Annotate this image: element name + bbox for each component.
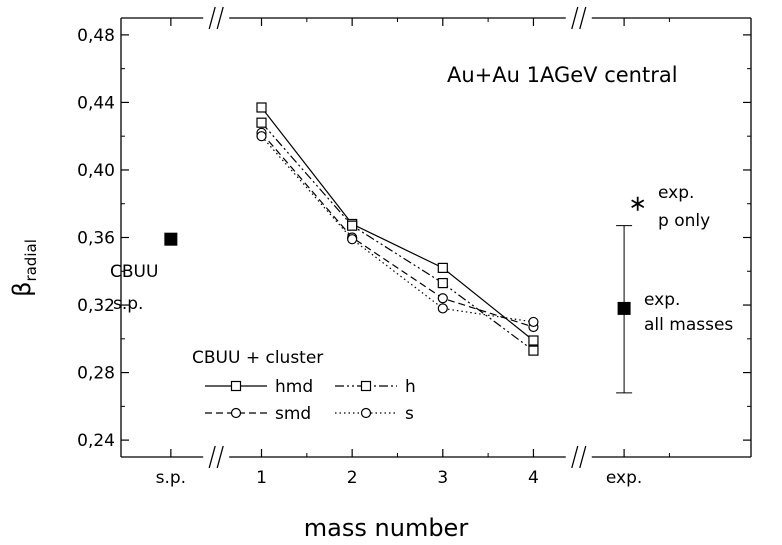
series-line-h: [261, 122, 534, 352]
y-tick-label: 0,40: [77, 161, 115, 181]
y-tick-label: 0,44: [77, 93, 115, 113]
series-line-s: [261, 135, 534, 323]
legend: hmd h smd s: [205, 377, 416, 424]
series-point-s: [437, 303, 448, 314]
y-axis-title-main: β: [8, 282, 36, 297]
data-point-2: [617, 301, 631, 315]
series-line-hmd: [261, 107, 534, 341]
x-tick-label: 1: [256, 468, 267, 488]
series-point-hmd: [437, 262, 448, 273]
series-point-smd: [437, 293, 448, 304]
series-point-hmd: [256, 102, 267, 113]
series-line-smd: [261, 132, 534, 328]
exp-p-label-line2: p only: [658, 211, 710, 231]
axis-break-mark-2-top: [571, 6, 587, 30]
legend-marker-s: [360, 407, 372, 419]
data-point-1: [164, 232, 178, 246]
series-point-h: [528, 345, 539, 356]
plot-area: 0,24 0,28 0,32 0,36 0,40 0,44 0,48 s.p. 1 2 3 4 exp.: [77, 6, 752, 488]
y-tick-label: 0,48: [77, 26, 115, 46]
y-tick-label: 0,36: [77, 229, 115, 249]
y-tick-label: 0,24: [77, 431, 115, 451]
axis-break-mark-2-bottom: [571, 445, 587, 469]
series-point-hmd: [528, 335, 539, 346]
x-tick-label: 2: [347, 468, 358, 488]
exp-all-label-line2: all masses: [644, 315, 733, 335]
legend-marker-h: [360, 380, 372, 392]
series-point-s: [256, 131, 267, 142]
x-axis-title: mass number: [304, 514, 469, 542]
legend-title: CBUU + cluster: [192, 348, 323, 368]
y-axis-title-sub: radial: [22, 239, 40, 281]
legend-marker-hmd: [230, 380, 242, 392]
exp-all-label-line1: exp.: [644, 290, 680, 310]
legend-label-smd: smd: [275, 404, 311, 424]
series-point-s: [528, 316, 539, 328]
cbuu-label-line1: CBUU: [110, 262, 158, 282]
axis-break-mark-1-top: [208, 6, 224, 30]
series-point-s: [347, 234, 358, 245]
axis-break-mark-1-bottom: [208, 445, 224, 469]
chart-title: Au+Au 1AGeV central: [447, 63, 678, 87]
x-tick-label: exp.: [606, 468, 642, 488]
x-tick-label: s.p.: [156, 468, 186, 488]
series-point-h: [437, 277, 448, 289]
y-tick-label: 0,32: [77, 296, 115, 316]
y-tick-label: 0,28: [77, 364, 115, 384]
data-point-3: [631, 196, 645, 211]
y-axis-title: βradial: [8, 239, 40, 297]
legend-label-hmd: hmd: [275, 377, 313, 397]
legend-label-h: h: [405, 377, 416, 397]
legend-label-s: s: [405, 404, 414, 424]
x-tick-label: 4: [528, 468, 539, 488]
series-point-h: [256, 117, 267, 128]
exp-p-label-line1: exp.: [658, 183, 694, 203]
cbuu-label-line2: s.p.: [113, 294, 143, 314]
series-point-h: [347, 220, 358, 231]
legend-marker-smd: [230, 407, 242, 419]
x-tick-label: 3: [437, 468, 448, 488]
